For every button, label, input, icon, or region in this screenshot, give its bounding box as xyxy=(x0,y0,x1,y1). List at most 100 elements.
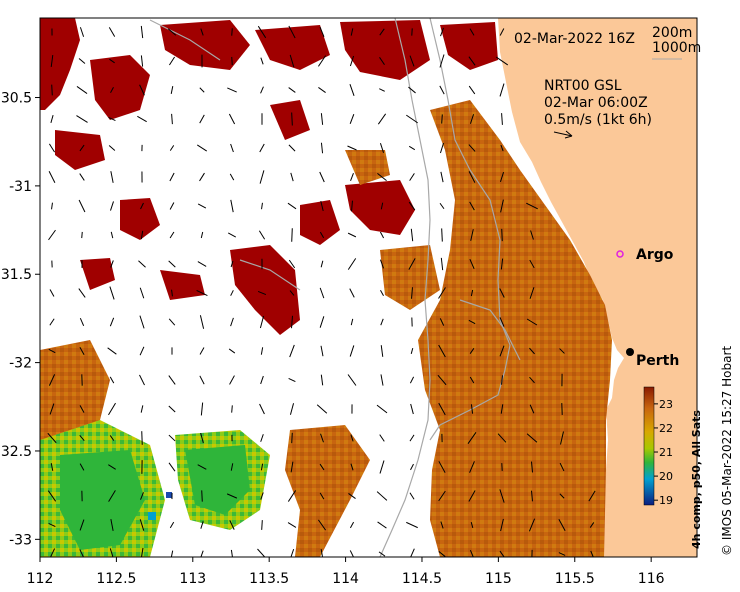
current-arrow xyxy=(410,548,415,557)
current-arrow xyxy=(468,85,476,95)
current-arrow xyxy=(110,519,114,531)
current-arrow xyxy=(168,434,176,442)
current-arrow xyxy=(231,56,233,66)
current-arrow xyxy=(171,289,173,297)
current-arrow xyxy=(79,435,85,441)
current-arrow xyxy=(317,519,327,531)
current-arrow xyxy=(380,202,384,210)
current-arrow xyxy=(199,172,205,182)
current-arrow xyxy=(347,145,357,151)
current-arrow xyxy=(288,25,296,39)
colorbar-tick-label: 20 xyxy=(659,470,673,483)
current-arrow xyxy=(560,431,564,445)
current-arrow xyxy=(499,489,505,503)
current-arrow xyxy=(140,230,144,240)
current-arrow xyxy=(469,28,475,36)
current-arrow xyxy=(529,347,535,355)
current-arrow xyxy=(558,552,566,556)
current-arrow xyxy=(288,144,296,152)
current-arrow xyxy=(590,550,594,557)
current-arrow xyxy=(319,463,325,471)
perth-marker-icon xyxy=(626,348,634,356)
current-arrow xyxy=(230,290,234,296)
current-arrow xyxy=(107,347,117,355)
current-arrow xyxy=(259,170,265,184)
current-arrow xyxy=(408,258,416,270)
x-tick-label: 114.5 xyxy=(402,571,442,587)
current-arrow xyxy=(78,199,86,213)
current-arrow xyxy=(76,115,88,123)
current-arrow xyxy=(349,55,355,67)
current-arrow xyxy=(350,28,354,36)
current-arrow xyxy=(49,289,55,297)
current-arrow xyxy=(197,203,207,209)
current-arrow xyxy=(49,318,55,326)
current-arrow xyxy=(558,518,566,532)
current-arrow xyxy=(440,171,444,183)
current-arrow xyxy=(168,462,176,472)
current-arrow xyxy=(408,86,416,94)
current-arrow xyxy=(439,142,445,154)
current-arrow xyxy=(499,345,505,357)
current-arrow xyxy=(259,143,265,153)
current-arrow xyxy=(529,287,535,299)
current-arrow xyxy=(200,521,204,529)
current-arrow xyxy=(380,318,384,326)
current-arrow xyxy=(410,463,414,471)
current-arrow xyxy=(197,464,207,470)
y-tick-label: -33 xyxy=(9,532,32,548)
current-arrow xyxy=(439,202,445,210)
current-arrow xyxy=(139,519,145,531)
current-arrow xyxy=(410,228,414,242)
current-arrow xyxy=(379,143,385,153)
current-arrow xyxy=(168,375,176,385)
current-arrow xyxy=(380,345,384,357)
current-arrow xyxy=(141,547,144,557)
current-arrow xyxy=(316,404,328,414)
current-arrow xyxy=(48,143,56,153)
current-arrow xyxy=(499,28,505,36)
current-arrow xyxy=(319,287,325,299)
current-arrow xyxy=(109,286,115,300)
current-arrow xyxy=(438,344,446,358)
current-arrow xyxy=(379,57,385,65)
current-arrow xyxy=(287,522,297,528)
current-arrow xyxy=(50,548,56,557)
x-tick-label: 112 xyxy=(27,571,54,587)
current-arrow xyxy=(320,345,324,357)
current-arrow xyxy=(469,114,475,124)
current-arrow xyxy=(409,492,415,500)
current-arrow xyxy=(231,28,233,36)
current-arrow xyxy=(289,344,295,358)
current-arrow xyxy=(48,374,56,386)
current-arrow xyxy=(289,403,295,415)
current-arrow xyxy=(468,319,476,325)
current-arrow xyxy=(140,202,144,210)
current-arrow xyxy=(348,493,356,499)
current-vectors xyxy=(47,25,596,557)
current-arrow xyxy=(559,493,565,499)
colorbar-tick-label: 22 xyxy=(659,422,673,435)
current-arrow xyxy=(500,518,504,532)
current-arrow xyxy=(470,521,474,529)
colorbar-tick-label: 19 xyxy=(659,494,673,507)
current-arrow xyxy=(501,228,503,242)
current-arrow xyxy=(559,462,565,472)
current-arrow xyxy=(170,86,174,94)
current-arrow xyxy=(108,402,116,416)
current-arrow xyxy=(376,491,388,501)
current-arrow xyxy=(47,490,57,502)
current-arrow xyxy=(199,114,205,124)
current-arrow xyxy=(79,549,84,557)
current-arrow xyxy=(467,432,477,444)
current-arrow xyxy=(48,523,56,527)
current-arrow xyxy=(319,231,325,239)
current-arrow xyxy=(349,288,355,298)
current-arrow xyxy=(347,258,357,270)
current-arrow xyxy=(438,287,446,299)
current-arrow xyxy=(409,434,415,442)
current-arrow xyxy=(319,492,325,500)
current-arrow xyxy=(139,315,145,329)
current-arrow xyxy=(167,28,177,36)
current-arrow xyxy=(377,172,387,182)
